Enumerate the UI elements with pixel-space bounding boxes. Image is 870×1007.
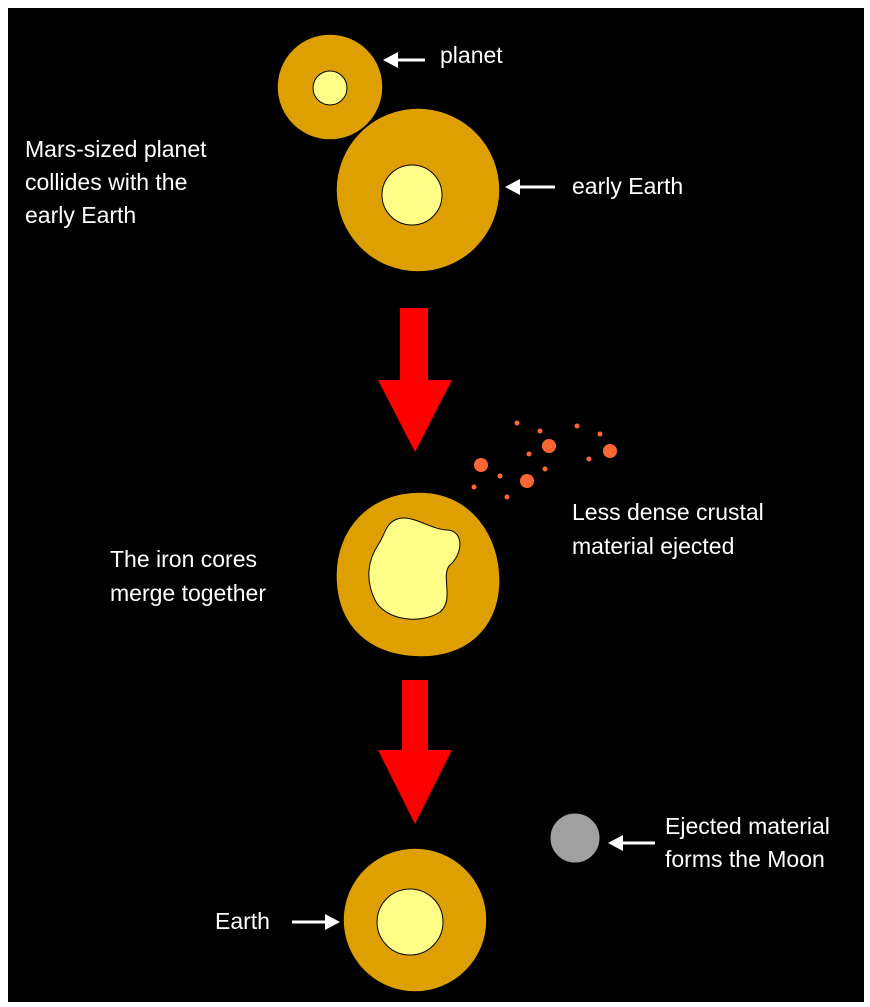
diagram: planet early Earth Mars-sized planet col… <box>0 0 870 1007</box>
label-merge: The iron cores <box>110 546 257 572</box>
debris-particle <box>520 474 534 488</box>
label-merge: merge together <box>110 580 266 606</box>
label-ejected: Less dense crustal <box>572 499 764 525</box>
debris-particle <box>575 424 580 429</box>
earth-core <box>377 889 443 955</box>
label-early-earth: early Earth <box>572 173 683 199</box>
debris-particle <box>542 439 556 453</box>
early-earth-core <box>382 165 442 225</box>
debris-particle <box>472 485 477 490</box>
label-collision: collides with the <box>25 169 187 195</box>
label-earth: Earth <box>215 908 270 934</box>
debris-particle <box>603 444 617 458</box>
debris-particle <box>505 495 510 500</box>
label-planet: planet <box>440 42 503 68</box>
debris-particle <box>598 432 603 437</box>
debris-particle <box>587 457 592 462</box>
debris-particle <box>538 429 543 434</box>
debris-particle <box>474 458 488 472</box>
debris-particle <box>498 474 503 479</box>
planet-core <box>313 71 347 105</box>
label-collision: Mars-sized planet <box>25 136 207 162</box>
label-moon: forms the Moon <box>665 846 825 872</box>
label-moon: Ejected material <box>665 813 830 839</box>
debris-particle <box>527 452 532 457</box>
debris-particle <box>515 421 520 426</box>
label-collision: early Earth <box>25 202 136 228</box>
debris-particle <box>543 467 548 472</box>
moon <box>550 813 600 863</box>
label-ejected: material ejected <box>572 533 734 559</box>
